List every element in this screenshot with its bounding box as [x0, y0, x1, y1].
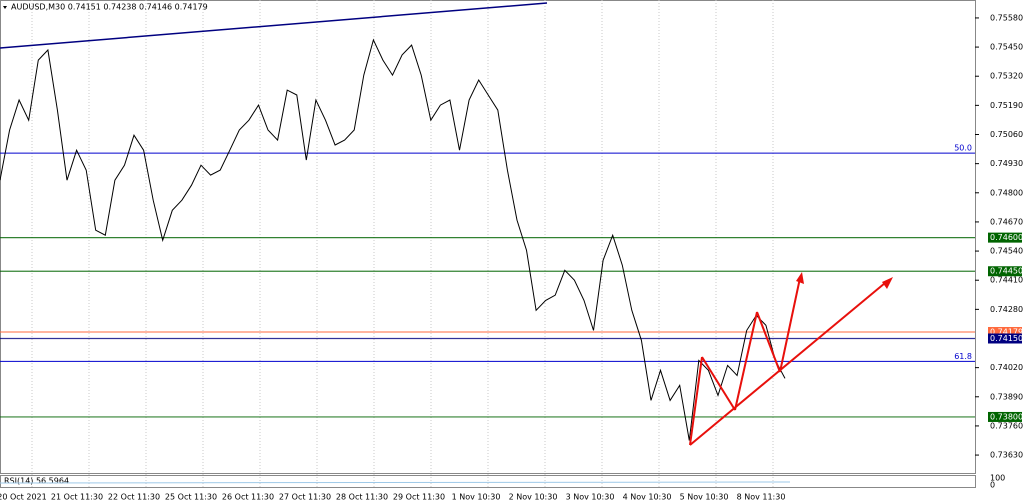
x-tick-label: 4 Nov 10:30: [623, 493, 672, 502]
x-tick-label: 28 Oct 11:30: [336, 493, 388, 502]
y-tick-label: 0.74930: [990, 159, 1023, 168]
indicator-label: RSI(14) 56.5964: [4, 477, 69, 486]
menu-arrow: [3, 6, 7, 9]
x-tick-label: 22 Oct 11:30: [108, 493, 160, 502]
y-tick-label: 0.73630: [990, 451, 1023, 460]
level-label: 0.74600: [990, 233, 1023, 242]
level-label: 0.74150: [990, 334, 1023, 343]
vertical-grid: [31, 0, 774, 487]
y-tick-label: 0.74540: [990, 247, 1023, 256]
fib-label: 50.0: [954, 144, 972, 153]
x-tick-label: 21 Oct 11:30: [51, 493, 103, 502]
price-line: [0, 38, 786, 441]
x-tick-label: 26 Oct 11:30: [222, 493, 274, 502]
level-label-box: [988, 266, 1022, 277]
x-tick-label: 1 Nov 10:30: [452, 493, 501, 502]
y-tick-label: 0.75190: [990, 101, 1023, 110]
x-tick-label: 29 Oct 11:30: [393, 493, 445, 502]
level-label-box: [988, 333, 1022, 344]
chart-title: AUDUSD,M30 0.74151 0.74238 0.74146 0.741…: [11, 3, 208, 12]
arrows: [689, 272, 893, 446]
indicator-tick: 0: [990, 481, 995, 490]
y-tick-label: 0.74800: [990, 188, 1023, 197]
level-label-box: [988, 411, 1022, 422]
x-tick-label: 27 Oct 11:30: [279, 493, 331, 502]
level-label-box: [988, 232, 1022, 243]
y-tick-label: 0.73890: [990, 392, 1023, 401]
level-label: 0.74450: [990, 267, 1023, 276]
x-tick-label: 5 Nov 10:30: [680, 493, 729, 502]
y-tick-label: 0.75060: [990, 130, 1023, 139]
y-tick-label: 0.74670: [990, 217, 1023, 226]
indicator-line: [0, 481, 791, 484]
x-tick-label: 20 Oct 2021: [0, 493, 47, 502]
indicator-frame: [0, 475, 976, 488]
x-tick-label: 3 Nov 10:30: [566, 493, 615, 502]
y-tick-label: 0.74410: [990, 276, 1023, 285]
x-tick-label: 25 Oct 11:30: [165, 493, 217, 502]
indicator-tick: 100: [990, 474, 1005, 483]
y-tick-label: 0.74280: [990, 305, 1023, 314]
y-tick-label: 0.75320: [990, 72, 1023, 81]
fib-label: 61.8: [954, 352, 972, 361]
y-tick-label: 0.75450: [990, 43, 1023, 52]
level-label-box: [988, 326, 1022, 337]
y-tick-label: 0.74020: [990, 363, 1023, 372]
level-label: 0.73800: [990, 412, 1023, 421]
x-tick-label: 2 Nov 10:30: [509, 493, 558, 502]
trend-line: [0, 2, 548, 49]
level-label: 0.74179: [990, 327, 1023, 336]
y-tick-label: 0.73760: [990, 421, 1023, 430]
y-tick-label: 0.75580: [990, 13, 1023, 22]
x-tick-label: 8 Nov 11:30: [737, 493, 786, 502]
